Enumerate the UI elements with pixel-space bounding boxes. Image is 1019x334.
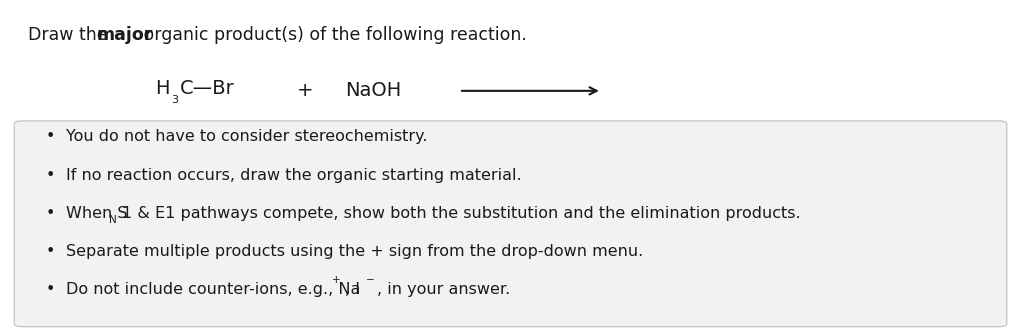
- Text: •: •: [46, 168, 55, 182]
- Text: −: −: [366, 275, 375, 285]
- Text: , in your answer.: , in your answer.: [377, 282, 511, 297]
- Text: Do not include counter-ions, e.g., Na: Do not include counter-ions, e.g., Na: [66, 282, 361, 297]
- Text: major: major: [97, 26, 153, 44]
- Text: +: +: [297, 81, 313, 100]
- Text: You do not have to consider stereochemistry.: You do not have to consider stereochemis…: [66, 130, 427, 144]
- Text: •: •: [46, 282, 55, 297]
- Text: 3: 3: [171, 95, 178, 105]
- Text: •: •: [46, 244, 55, 259]
- Text: organic product(s) of the following reaction.: organic product(s) of the following reac…: [138, 26, 526, 44]
- Text: C—Br: C—Br: [179, 79, 234, 98]
- Text: 1 & E1 pathways compete, show both the substitution and the elimination products: 1 & E1 pathways compete, show both the s…: [121, 206, 800, 220]
- Text: Draw the: Draw the: [28, 26, 112, 44]
- Text: +: +: [332, 275, 340, 285]
- Text: N: N: [109, 215, 117, 225]
- Text: , I: , I: [344, 282, 360, 297]
- Text: NaOH: NaOH: [344, 81, 400, 100]
- Text: •: •: [46, 130, 55, 144]
- Text: When S: When S: [66, 206, 127, 220]
- Text: H: H: [155, 79, 169, 98]
- Text: •: •: [46, 206, 55, 220]
- Text: If no reaction occurs, draw the organic starting material.: If no reaction occurs, draw the organic …: [66, 168, 522, 182]
- Text: Separate multiple products using the + sign from the drop-down menu.: Separate multiple products using the + s…: [66, 244, 643, 259]
